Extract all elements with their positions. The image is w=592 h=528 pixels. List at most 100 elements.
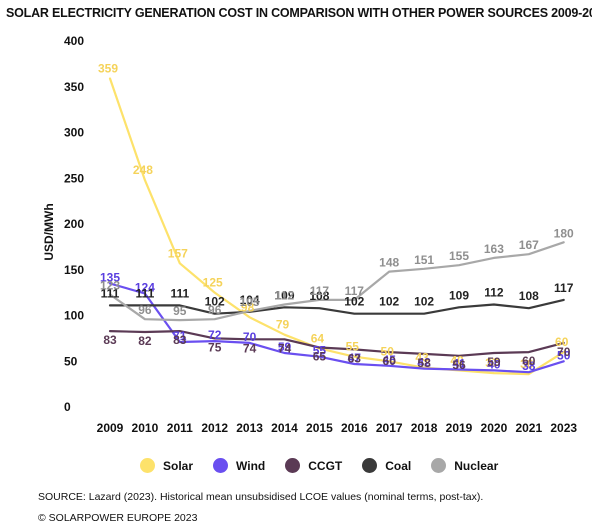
data-label-coal: 109 (274, 288, 294, 302)
data-label-solar: 37 (485, 356, 499, 370)
data-label-ccgt: 59 (487, 355, 501, 369)
data-label-nuclear: 151 (414, 253, 434, 267)
legend-swatch-nuclear (431, 458, 447, 473)
data-label-wind: 59 (278, 340, 292, 354)
data-label-coal: 108 (309, 289, 329, 303)
x-tick-label: 2011 (167, 421, 193, 435)
data-label-solar: 359 (98, 62, 118, 76)
data-label-wind: 135 (100, 270, 120, 284)
x-tick-label: 2015 (306, 421, 333, 435)
data-label-solar: 157 (168, 246, 188, 260)
data-label-ccgt: 74 (278, 341, 292, 355)
x-tick-label: 2021 (515, 421, 542, 435)
data-label-ccgt: 65 (313, 350, 327, 364)
data-label-nuclear: 167 (519, 238, 539, 252)
data-label-nuclear: 123 (100, 278, 120, 292)
y-tick-label: 50 (64, 354, 78, 368)
legend-label-nuclear: Nuclear (454, 458, 499, 473)
copyright-note: © SOLARPOWER EUROPE 2023 (38, 512, 198, 524)
data-label-nuclear: 112 (275, 289, 295, 303)
x-tick-label: 2016 (341, 421, 368, 435)
series-line-nuclear (108, 241, 565, 322)
legend-item-nuclear: Nuclear (431, 458, 498, 473)
data-label-solar: 125 (203, 276, 223, 290)
data-label-nuclear: 117 (310, 284, 330, 298)
x-tick-label: 2012 (201, 421, 228, 435)
data-label-solar: 79 (276, 318, 290, 332)
data-label-nuclear: 180 (554, 226, 574, 240)
data-label-ccgt: 83 (173, 333, 187, 347)
data-label-coal: 112 (484, 286, 504, 300)
legend-item-wind: Wind (213, 458, 265, 473)
data-label-wind: 71 (173, 329, 187, 343)
data-label-solar: 98 (241, 300, 255, 314)
legend-swatch-wind (213, 458, 229, 473)
data-label-coal: 111 (136, 286, 155, 300)
data-label-solar: 43 (415, 351, 429, 365)
data-label-solar: 50 (381, 344, 395, 358)
series-line-coal (108, 298, 565, 315)
chart-area: USD/MWh 0 50 100 150 200 250 300 350 400 2009 201… (42, 34, 578, 435)
data-label-coal: 102 (205, 295, 225, 309)
data-label-solar: 60 (555, 335, 569, 349)
data-label-nuclear: 163 (484, 242, 504, 256)
x-tick-label: 2019 (446, 421, 473, 435)
x-tick-label: 2014 (271, 421, 298, 435)
data-label-wind: 45 (383, 353, 397, 367)
data-label-wind: 72 (208, 328, 222, 342)
y-tick-label: 200 (64, 217, 84, 231)
data-label-solar: 55 (346, 340, 360, 354)
data-label-wind: 55 (313, 344, 327, 358)
x-axis: 2009 2010 2011 2012 2013 2014 2015 2016 2017 2018… (97, 421, 578, 435)
y-tick-label: 150 (64, 263, 84, 277)
data-label-nuclear: 96 (138, 303, 152, 317)
series-line-wind (108, 282, 565, 374)
legend-swatch-coal (362, 458, 378, 473)
x-tick-label: 2013 (236, 421, 263, 435)
data-label-nuclear: 155 (449, 249, 469, 263)
data-label-wind: 42 (417, 356, 431, 370)
x-tick-label: 2017 (376, 421, 403, 435)
x-tick-label: 2009 (97, 421, 124, 435)
data-label-ccgt: 74 (243, 341, 257, 355)
data-label-nuclear: 117 (345, 284, 365, 298)
y-axis-label: USD/MWh (42, 203, 56, 260)
series-lines (108, 77, 565, 376)
x-tick-label: 2010 (132, 421, 159, 435)
y-tick-label: 350 (64, 80, 84, 94)
legend-label-wind: Wind (236, 458, 266, 473)
data-label-wind: 38 (522, 359, 536, 373)
legend-swatch-solar (140, 458, 155, 473)
data-label-ccgt: 82 (138, 334, 152, 348)
y-tick-label: 250 (64, 171, 84, 185)
data-label-solar: 40 (450, 353, 464, 367)
legend-item-ccgt: CCGT (285, 458, 342, 473)
y-tick-label: 400 (64, 34, 84, 48)
data-label-coal: 109 (449, 288, 469, 302)
data-label-coal: 111 (101, 286, 120, 300)
data-label-wind: 124 (135, 281, 155, 295)
data-label-coal: 111 (170, 286, 189, 300)
data-label-ccgt: 70 (557, 345, 571, 359)
source-note: SOURCE: Lazard (2023). Historical mean u… (38, 491, 484, 503)
series-line-solar (108, 77, 565, 376)
legend-item-coal: Coal (362, 458, 411, 473)
legend-label-solar: Solar (163, 458, 194, 473)
data-label-ccgt: 75 (208, 340, 222, 354)
data-label-ccgt: 63 (348, 351, 362, 365)
data-label-ccgt: 60 (383, 354, 397, 368)
data-label-ccgt: 58 (417, 356, 431, 370)
y-tick-label: 0 (64, 400, 71, 414)
legend-label-coal: Coal (385, 458, 412, 473)
data-label-nuclear: 148 (379, 256, 399, 270)
y-axis: 0 50 100 150 200 250 300 350 400 (64, 34, 84, 414)
series-line-ccgt (108, 330, 565, 357)
x-tick-label: 2023 (550, 421, 577, 435)
x-tick-label: 2018 (411, 421, 438, 435)
data-label-coal: 102 (379, 295, 399, 309)
data-label-nuclear: 105 (240, 295, 260, 309)
data-label-coal: 102 (344, 295, 364, 309)
data-label-coal: 104 (240, 293, 260, 307)
legend: Solar Wind CCGT Coal Nuclear (140, 458, 498, 473)
